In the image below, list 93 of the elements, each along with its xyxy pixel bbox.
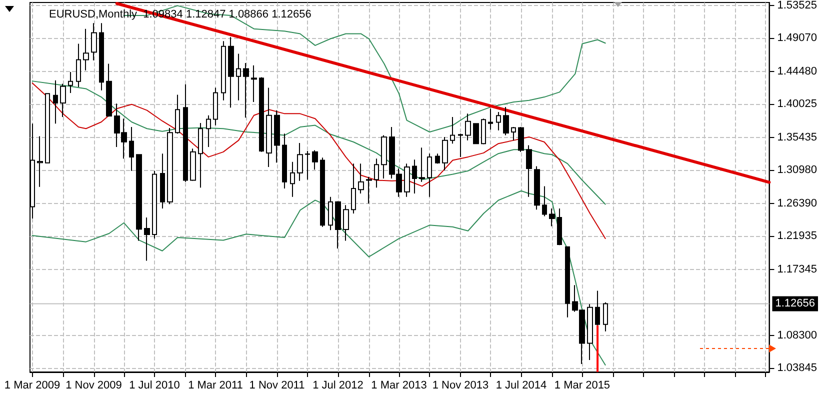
candlestick bbox=[45, 92, 50, 164]
candlestick bbox=[305, 150, 310, 180]
candlestick bbox=[549, 208, 555, 227]
candlestick bbox=[297, 142, 303, 182]
candlestick bbox=[534, 166, 540, 210]
candlestick bbox=[335, 200, 341, 249]
candlestick bbox=[37, 136, 43, 188]
x-tick-label: 1 Jul 2012 bbox=[312, 380, 364, 392]
candlestick bbox=[144, 216, 150, 262]
candlestick bbox=[526, 144, 532, 198]
y-tick-label: 1.40025 bbox=[777, 98, 818, 110]
candlestick bbox=[435, 153, 440, 164]
candlestick bbox=[450, 116, 455, 144]
candlestick bbox=[366, 176, 372, 204]
candlestick bbox=[518, 126, 524, 152]
candlestick bbox=[91, 22, 97, 61]
candlestick bbox=[243, 62, 249, 118]
candlestick bbox=[496, 112, 501, 131]
candlestick bbox=[481, 118, 486, 145]
candlestick bbox=[266, 87, 272, 168]
candlestick bbox=[603, 302, 608, 332]
candlestick bbox=[488, 108, 493, 130]
candlestick bbox=[503, 106, 509, 136]
x-tick-label: 1 Mar 2009 bbox=[4, 380, 60, 392]
candlestick bbox=[152, 170, 157, 239]
candlestick bbox=[198, 122, 203, 188]
y-tick-label: 1.21935 bbox=[777, 230, 818, 242]
ref-line-label: 1.12656 bbox=[775, 298, 816, 310]
x-tick-label: 1 Mar 2011 bbox=[188, 380, 243, 392]
candlestick bbox=[76, 43, 81, 88]
candlestick bbox=[129, 126, 134, 172]
x-tick-label: 1 Jul 2010 bbox=[129, 380, 180, 392]
candlestick bbox=[473, 122, 479, 144]
candlestick bbox=[167, 127, 173, 205]
y-tick-label: 1.03845 bbox=[777, 362, 818, 374]
candlestick bbox=[442, 136, 448, 171]
x-tick-label: 1 Nov 2011 bbox=[249, 380, 305, 392]
x-tick-label: 1 Nov 2013 bbox=[432, 380, 489, 392]
candlestick bbox=[374, 158, 379, 188]
candlestick bbox=[542, 186, 547, 217]
line-series bbox=[32, 80, 606, 205]
y-tick-label: 1.30980 bbox=[777, 164, 818, 176]
x-tick-label: 1 Jul 2014 bbox=[496, 380, 547, 392]
candlestick bbox=[587, 304, 593, 361]
y-tick-label: 1.08300 bbox=[777, 330, 818, 342]
candlestick bbox=[458, 133, 463, 158]
candlestick bbox=[206, 114, 211, 148]
candlestick bbox=[228, 36, 234, 108]
candlestick bbox=[358, 163, 364, 194]
candlestick bbox=[60, 83, 66, 118]
candlestick bbox=[160, 153, 165, 209]
candlestick bbox=[381, 134, 387, 180]
candlestick bbox=[190, 148, 196, 182]
candlestick bbox=[259, 76, 264, 152]
y-tick-label: 1.53525 bbox=[777, 0, 818, 12]
candlestick bbox=[68, 72, 73, 94]
x-tick-label: 1 Mar 2013 bbox=[371, 380, 427, 392]
candlestick bbox=[99, 22, 104, 91]
candlestick bbox=[290, 161, 295, 198]
line-series bbox=[32, 190, 606, 366]
y-tick-label: 1.17345 bbox=[777, 264, 818, 276]
candlestick bbox=[175, 94, 180, 134]
y-tick-label: 1.49070 bbox=[777, 32, 818, 44]
candlestick bbox=[251, 64, 257, 103]
candlestick bbox=[274, 110, 280, 164]
candlestick bbox=[312, 150, 318, 170]
y-tick-label: 1.26390 bbox=[777, 198, 818, 210]
candlestick bbox=[427, 153, 432, 198]
candlestick bbox=[343, 204, 349, 242]
candlestick bbox=[282, 133, 287, 190]
candlestick bbox=[419, 147, 425, 182]
candlestick bbox=[136, 154, 142, 242]
candlestick bbox=[236, 53, 241, 101]
candlestick bbox=[465, 113, 471, 141]
x-tick-label: 1 Nov 2009 bbox=[66, 380, 122, 392]
candlestick bbox=[511, 126, 516, 141]
x-tick-label: 1 Mar 2015 bbox=[554, 380, 610, 392]
candlestick bbox=[221, 40, 226, 101]
candlestick bbox=[183, 84, 188, 182]
candlestick bbox=[404, 163, 410, 198]
candlestick bbox=[83, 28, 89, 71]
line-series bbox=[32, 82, 606, 240]
candlestick bbox=[565, 246, 570, 318]
candlestick bbox=[53, 80, 58, 124]
candlestick bbox=[351, 163, 356, 214]
candlestick bbox=[320, 157, 325, 228]
y-tick-label: 1.35435 bbox=[777, 132, 818, 144]
y-tick-label: 1.44480 bbox=[777, 66, 818, 78]
candlestick bbox=[106, 63, 112, 118]
candlestick bbox=[412, 159, 417, 194]
candlestick bbox=[328, 196, 333, 231]
candlestick bbox=[557, 208, 562, 246]
candlestick bbox=[213, 87, 218, 126]
